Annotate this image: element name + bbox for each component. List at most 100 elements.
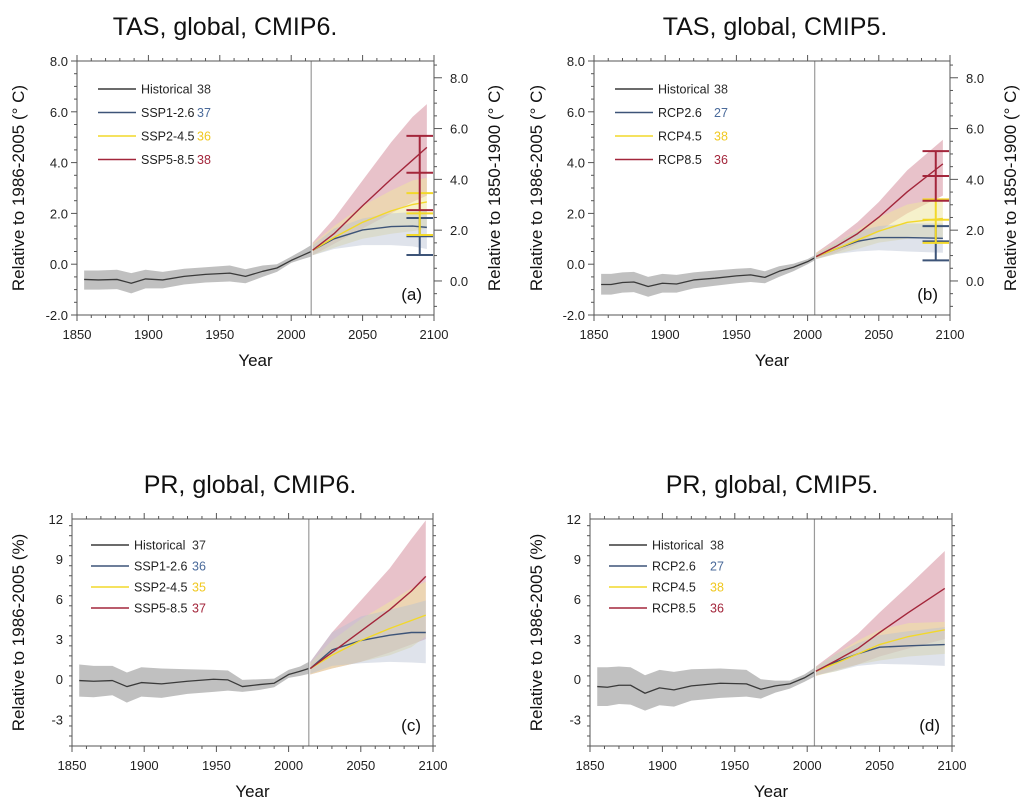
legend-item-mid: RCP4.5 38: [609, 581, 724, 595]
legend-label: RCP2.6: [658, 106, 702, 120]
right-y-tick-label: 8.0: [966, 71, 984, 86]
right-y-tick-label: 4.0: [450, 172, 468, 187]
right-y-tick-label: 8.0: [450, 71, 468, 86]
historical-line: [79, 667, 310, 688]
line-high: [309, 575, 427, 670]
legend-item-historical: Historical 38: [98, 83, 211, 97]
line-mid: [815, 629, 945, 672]
historical-band: [79, 661, 309, 703]
plot-frame: [71, 518, 434, 747]
legend-count: 38: [714, 130, 728, 144]
legend-count: 36: [192, 560, 206, 574]
x-tick-label: 1950: [202, 758, 231, 773]
y-axis-title: Relative to 1986-2005 (° C): [9, 85, 28, 291]
band-low: [312, 210, 427, 256]
y-tick-label: -2.0: [46, 308, 68, 323]
panel-b: TAS, global, CMIP5. 1850 1900 1950 2000 2050 2…: [527, 13, 1020, 370]
line-low: [309, 631, 426, 670]
legend-label: Historical: [658, 83, 709, 97]
legend-count: 27: [710, 560, 724, 574]
y-tick-label: 4.0: [567, 156, 585, 171]
legend-label: RCP4.5: [652, 581, 696, 595]
chart-title: PR, global, CMIP6.: [144, 471, 357, 499]
band-high: [312, 104, 427, 256]
y-tick-label: 6.0: [567, 105, 585, 120]
y-tick-label: 8.0: [567, 54, 585, 69]
legend-item-low: SSP1-2.6 37: [98, 106, 211, 120]
legend-item-high: SSP5-8.5 38: [98, 153, 211, 167]
legend-count: 36: [197, 130, 211, 144]
y-tick-label: 3: [56, 632, 63, 647]
legend-item-low: SSP1-2.6 36: [91, 560, 206, 574]
legend-item-high: SSP5-8.5 37: [91, 602, 206, 616]
y-tick-label: 12: [567, 512, 581, 527]
legend: Historical 38 RCP2.6 27 RCP4.5 38 RCP8.5 36: [615, 83, 728, 167]
legend-label: SSP1-2.6: [134, 560, 188, 574]
panel-label: (b): [917, 285, 938, 304]
right-y-tick-label: 0.0: [966, 274, 984, 289]
chart-title: TAS, global, CMIP5.: [663, 13, 888, 41]
y-tick-label: 0: [56, 672, 63, 687]
line-mid: [815, 217, 943, 258]
plot-area: [79, 520, 427, 703]
legend-item-historical: Historical 38: [609, 539, 724, 553]
line-high: [312, 146, 428, 251]
x-axis-title: Year: [235, 782, 270, 801]
x-tick-label: 2000: [793, 758, 822, 773]
historical-band: [84, 245, 312, 294]
y-tick-label: 3: [574, 632, 581, 647]
line-low: [815, 643, 945, 672]
historical-line: [597, 671, 815, 694]
historical-line: [84, 250, 312, 284]
y-tick-label: 12: [49, 512, 63, 527]
right-y-axis-title: Relative to 1850-1900 (° C): [485, 85, 504, 291]
legend-label: SSP2-4.5: [141, 130, 195, 144]
error-bar-high: [922, 150, 949, 202]
y-axis-title: Relative to 1986-2005 (° C): [527, 85, 546, 291]
y-tick-label: 2.0: [567, 206, 585, 221]
x-tick-label: 2100: [938, 758, 967, 773]
legend-label: SSP2-4.5: [134, 581, 188, 595]
y-tick-label: 9: [56, 552, 63, 567]
legend: Historical 38 RCP2.6 27 RCP4.5 38 RCP8.5 36: [609, 539, 724, 616]
legend-item-mid: SSP2-4.5 36: [98, 130, 211, 144]
legend-count: 38: [197, 153, 211, 167]
legend-label: SSP1-2.6: [141, 106, 195, 120]
line-mid: [312, 201, 427, 251]
band-low: [816, 223, 943, 260]
line-low: [312, 225, 427, 251]
x-tick-label: 1950: [722, 327, 751, 342]
chart-title: TAS, global, CMIP6.: [113, 13, 338, 41]
legend-label: Historical: [134, 539, 185, 553]
plot-frame: [589, 518, 953, 747]
x-tick-label: 1900: [648, 758, 677, 773]
panel-label: (c): [401, 716, 421, 735]
legend-label: Historical: [141, 83, 192, 97]
x-axis-title: Year: [755, 351, 790, 370]
y-tick-label: 4.0: [50, 156, 68, 171]
y-tick-label: 6: [574, 592, 581, 607]
legend-item-mid: SSP2-4.5 35: [91, 581, 206, 595]
legend: Historical 37 SSP1-2.6 36 SSP2-4.5 35 SSP5-8.5…: [91, 539, 206, 616]
legend-count: 37: [192, 539, 206, 553]
legend-item-historical: Historical 37: [91, 539, 206, 553]
y-tick-label: 2.0: [50, 206, 68, 221]
legend-count: 37: [197, 106, 211, 120]
x-tick-label: 1950: [720, 758, 749, 773]
x-tick-label: 2100: [420, 327, 449, 342]
legend-count: 36: [710, 602, 724, 616]
x-tick-label: 1950: [205, 327, 234, 342]
legend-label: SSP5-8.5: [141, 153, 195, 167]
plot-area: [84, 104, 428, 294]
legend-item-high: RCP8.5 36: [609, 602, 724, 616]
y-tick-label: 0.0: [567, 257, 585, 272]
x-tick-label: 2050: [865, 758, 894, 773]
x-axis-title: Year: [754, 782, 789, 801]
panel-label: (a): [401, 285, 422, 304]
legend-count: 37: [192, 602, 206, 616]
line-mid: [309, 614, 427, 670]
y-tick-label: -3: [51, 712, 63, 727]
y-axis-title: Relative to 1986-2005 (%): [527, 534, 546, 732]
historical-band: [597, 666, 815, 711]
